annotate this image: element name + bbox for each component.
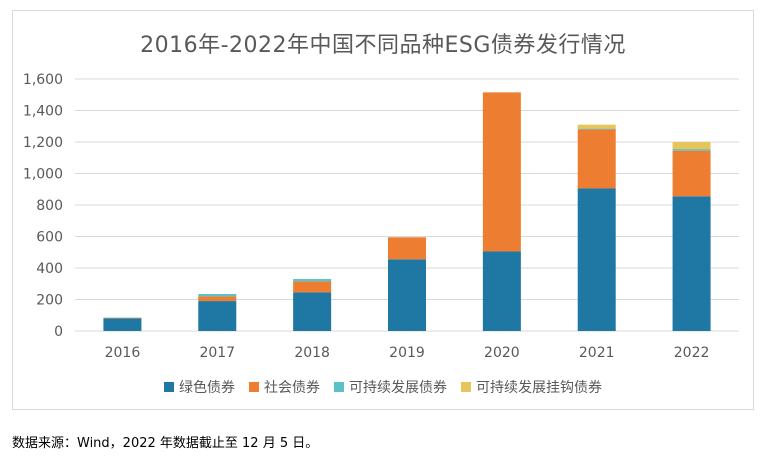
bar-segment xyxy=(672,142,711,150)
source-note: 数据来源：Wind，2022 年数据截止至 12 月 5 日。 xyxy=(12,436,319,451)
legend-item: 社会债券 xyxy=(249,377,320,397)
legend-label: 可持续发展挂钩债券 xyxy=(476,380,602,396)
x-tick-label: 2021 xyxy=(579,345,615,361)
bar-segment xyxy=(293,292,332,331)
y-tick-label: 0 xyxy=(54,324,63,340)
y-tick-label: 1,000 xyxy=(23,167,63,183)
legend-swatch xyxy=(249,382,259,392)
legend-item: 可持续发展挂钩债券 xyxy=(461,377,602,397)
x-tick-label: 2016 xyxy=(105,345,141,361)
bar-segment xyxy=(388,259,426,331)
legend-label: 可持续发展债券 xyxy=(349,380,447,396)
legend-swatch xyxy=(164,382,174,392)
bar-segment xyxy=(577,124,616,129)
bar-segment xyxy=(482,251,521,331)
bar-segment xyxy=(672,149,711,151)
y-tick-label: 1,200 xyxy=(23,135,63,151)
bar-segment xyxy=(577,128,616,130)
bars xyxy=(103,92,711,331)
chart-title: 2016年-2022年中国不同品种ESG债券发行情况 xyxy=(140,33,626,58)
bar-segment xyxy=(577,129,616,189)
x-tick-label: 2017 xyxy=(199,345,235,361)
bar-segment xyxy=(672,150,711,197)
y-axis-ticks: 0 200 400 600 800 1,000 1,200 1,400 1,600 xyxy=(23,72,63,340)
x-tick-label: 2020 xyxy=(484,345,520,361)
legend-item: 绿色债券 xyxy=(164,377,235,397)
bar-segment xyxy=(577,188,616,331)
legend-label: 社会债券 xyxy=(264,380,320,396)
y-tick-label: 1,600 xyxy=(23,72,63,88)
legend-label: 绿色债券 xyxy=(179,380,235,396)
y-tick-label: 1,400 xyxy=(23,104,63,120)
bar-segment xyxy=(293,279,332,282)
chart-frame: 2016年-2022年中国不同品种ESG债券发行情况 0 200 400 600 800… xyxy=(12,10,754,410)
legend-swatch xyxy=(334,382,344,392)
legend-swatch xyxy=(461,382,471,392)
x-tick-label: 2018 xyxy=(294,345,330,361)
y-tick-label: 400 xyxy=(36,261,63,277)
x-tick-label: 2022 xyxy=(674,345,710,361)
bar-segment xyxy=(103,318,142,331)
legend-item: 可持续发展债券 xyxy=(334,377,447,397)
bar-segment xyxy=(482,92,521,252)
bar-segment xyxy=(198,301,237,331)
y-tick-label: 800 xyxy=(36,198,63,214)
bar-segment xyxy=(388,237,426,260)
bar-segment xyxy=(198,293,237,297)
bar-segment xyxy=(293,281,332,293)
x-tick-label: 2019 xyxy=(389,345,425,361)
y-tick-label: 200 xyxy=(36,293,63,309)
bar-segment xyxy=(198,296,237,302)
y-tick-label: 600 xyxy=(36,230,63,246)
x-axis-ticks: 2016 2017 2018 2019 2020 2021 2022 xyxy=(105,345,710,361)
legend: 绿色债券 社会债券 可持续发展债券 可持续发展挂钩债券 xyxy=(13,377,753,397)
bar-segment xyxy=(672,196,711,331)
